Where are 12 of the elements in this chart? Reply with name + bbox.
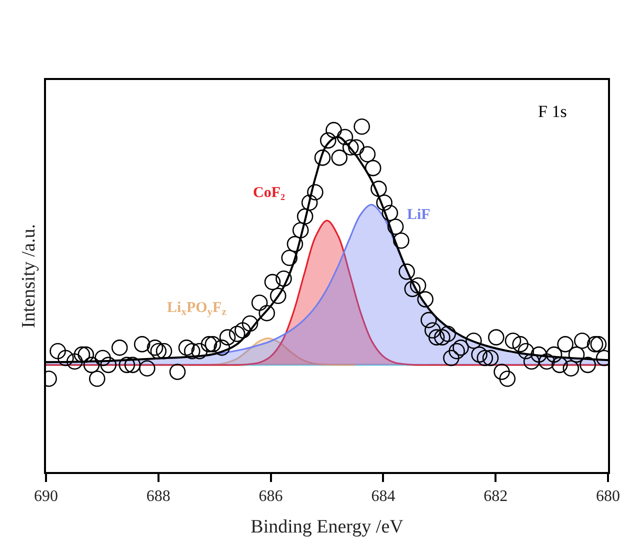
x-axis-title: Binding Energy /eV	[250, 516, 404, 538]
y-axis-title: Intensity /a.u.	[18, 224, 40, 328]
text: CoF₂	[253, 185, 286, 201]
x-tick-label: 686	[258, 488, 283, 505]
x-tick-label: 680	[596, 488, 620, 505]
x-tick-label: 688	[146, 488, 170, 505]
x-tick-label: 682	[484, 488, 508, 505]
text: F 1s	[538, 102, 567, 121]
x-tick-label: 684	[371, 488, 396, 505]
text: Li$_{x}$PO$_{y}$F$_{z}$	[167, 300, 227, 318]
x-tick-label: 690	[34, 488, 58, 505]
series-label: LiF	[407, 207, 430, 223]
